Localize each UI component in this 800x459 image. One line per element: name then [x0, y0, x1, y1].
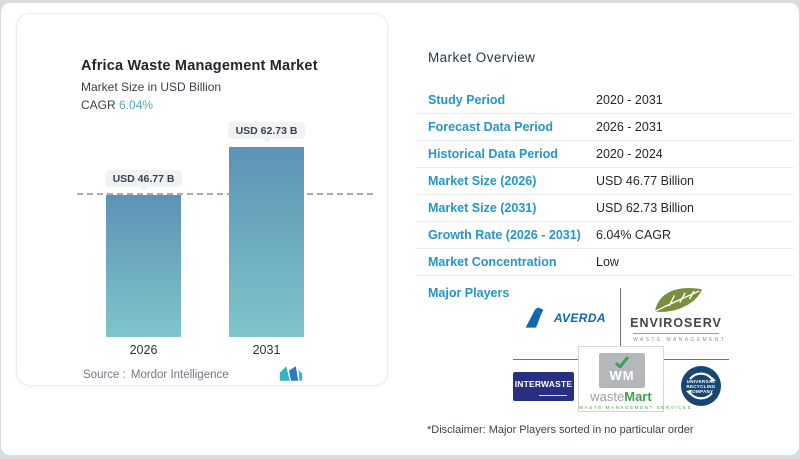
table-row-market-size-2031: Market Size (2031) USD 62.73 Billion [416, 195, 794, 222]
bar-2031 [229, 147, 304, 337]
source-value: Mordor Intelligence [130, 369, 229, 381]
wastemart-monogram-text: WM [609, 368, 635, 383]
bar-value-label-2031: USD 62.73 B [227, 122, 306, 143]
enviroserv-leaf-icon [654, 287, 702, 313]
bar-2026 [106, 195, 181, 337]
interwaste-wordmark: INTERWASTE [514, 379, 573, 389]
table-row-study-period: Study Period 2020 - 2031 [416, 87, 794, 114]
row-label: Growth Rate (2026 - 2031) [428, 228, 581, 242]
major-players-label: Major Players [428, 286, 510, 300]
recycling-arrows-icon [681, 366, 721, 406]
averda-wordmark: AVERDA [553, 311, 606, 325]
table-row-market-size-2026: Market Size (2026) USD 46.77 Billion [416, 168, 794, 195]
row-value: 2020 - 2031 [596, 93, 663, 107]
row-label: Historical Data Period [428, 147, 558, 161]
cagr-line: CAGR 6.04% [81, 98, 153, 112]
logo-divider-right [664, 359, 729, 360]
interwaste-tagline-rule [539, 395, 567, 396]
row-value: Low [596, 255, 619, 269]
source-line: Source : Mordor Intelligence [83, 369, 229, 381]
overview-title: Market Overview [428, 50, 536, 65]
row-label: Forecast Data Period [428, 120, 554, 134]
bar-value-label-2026: USD 46.77 B [104, 170, 183, 191]
row-value: 6.04% CAGR [596, 228, 672, 242]
universal-recycling-text: UNIVERSAL RECYCLING COMPANY [686, 379, 716, 394]
row-label: Study Period [428, 93, 506, 107]
enviroserv-wordmark: ENVIROSERV [630, 316, 722, 330]
row-label: Market Size (2026) [428, 174, 537, 188]
table-row-growth-rate: Growth Rate (2026 - 2031) 6.04% CAGR [416, 222, 794, 249]
table-row-market-concentration: Market Concentration Low [416, 249, 794, 276]
row-value: 2026 - 2031 [596, 120, 663, 134]
reference-dashed-line [77, 193, 373, 195]
x-axis-label-2026: 2026 [129, 343, 158, 357]
averda-mark-icon [525, 307, 544, 328]
row-value: USD 62.73 Billion [596, 201, 694, 215]
averda-logo: AVERDA [524, 302, 606, 334]
wastemart-wordmark: wasteMart [590, 389, 652, 404]
x-axis-label-2031: 2031 [252, 343, 281, 357]
logo-divider-vertical [620, 288, 621, 359]
chart-title: Africa Waste Management Market [81, 58, 318, 74]
chart-subtitle: Market Size in USD Billion [81, 80, 222, 94]
row-label: Market Concentration [428, 255, 557, 269]
overview-table: Study Period 2020 - 2031 Forecast Data P… [416, 87, 794, 276]
wastemart-tagline: WASTE MANAGEMENT SERVICES [579, 405, 693, 410]
logo-divider-left [513, 359, 578, 360]
enviroserv-rule [633, 333, 719, 334]
table-row-forecast-period: Forecast Data Period 2026 - 2031 [416, 114, 794, 141]
wastemart-logo: WM wasteMart WASTE MANAGEMENT SERVICES [578, 346, 693, 412]
interwaste-logo: INTERWASTE [513, 372, 574, 401]
source-label: Source : [83, 369, 126, 381]
row-value: USD 46.77 Billion [596, 174, 694, 188]
universal-recycling-logo: UNIVERSAL RECYCLING COMPANY [680, 365, 722, 407]
mordor-intelligence-logo-icon [279, 366, 303, 381]
infographic-panel: Africa Waste Management Market Market Si… [1, 3, 799, 455]
enviroserv-tagline: WASTE MANAGEMENT [633, 337, 727, 343]
row-value: 2020 - 2024 [596, 147, 663, 161]
disclaimer-text: *Disclaimer: Major Players sorted in no … [427, 424, 694, 436]
row-label: Market Size (2031) [428, 201, 537, 215]
leaf-check-icon [614, 356, 630, 368]
table-row-historical-period: Historical Data Period 2020 - 2024 [416, 141, 794, 168]
cagr-value: 6.04% [119, 98, 154, 112]
market-chart-card: Africa Waste Management Market Market Si… [16, 13, 388, 386]
cagr-label: CAGR [81, 98, 116, 112]
wastemart-monogram: WM [599, 353, 645, 388]
